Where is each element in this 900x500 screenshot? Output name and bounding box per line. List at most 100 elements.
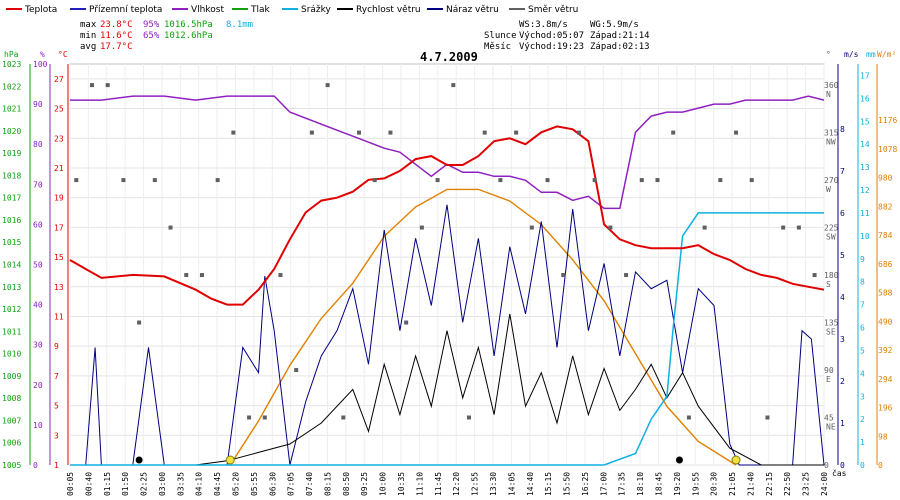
x-tick-label: 05:20 [232, 472, 241, 496]
legend-label-teplota: Teplota [24, 5, 57, 15]
wind-direction-point [498, 178, 503, 183]
x-tick-label: 14:40 [526, 472, 535, 496]
wind-direction-point [702, 225, 707, 230]
x-tick-label: 15:50 [563, 472, 572, 496]
stat-rain: 8.1mm [226, 20, 253, 30]
wind-direction-point [592, 178, 597, 183]
wind-direction-point [466, 415, 471, 420]
wind-direction-point [137, 320, 142, 325]
mm-tick-label: 4 [860, 369, 865, 378]
hpa-tick-label: 1016 [2, 216, 21, 225]
mm-tick-label: 9 [860, 255, 865, 264]
hpa-tick-label: 1006 [2, 439, 21, 448]
wm-tick-label: 686 [878, 260, 893, 269]
legend-label-srazky: Srážky [301, 5, 332, 15]
temp-tick-label: 13 [54, 283, 64, 292]
wind-direction-point [262, 415, 267, 420]
x-tick-label: 10:35 [397, 472, 406, 496]
x-tick-label: 12:55 [471, 472, 480, 496]
pct-tick-label: 90 [33, 100, 43, 109]
wind-direction-point [168, 225, 173, 230]
x-tick-label: 13:30 [489, 472, 498, 496]
pct-tick-label: 100 [33, 60, 48, 69]
temp-tick-label: 7 [54, 372, 59, 381]
wind-direction-point [576, 130, 581, 135]
dir-tick-label: 90 [824, 366, 834, 375]
temp-tick-label: 27 [54, 75, 64, 84]
mm-tick-label: 11 [860, 209, 870, 218]
wind-direction-point [482, 130, 487, 135]
wind-direction-point [231, 130, 236, 135]
dir-compass-label: E [826, 375, 831, 384]
hpa-tick-label: 1014 [2, 261, 21, 270]
pct-tick-label: 10 [33, 421, 43, 430]
legend-label-vlhkost: Vlhkost [191, 5, 224, 15]
x-tick-label: 14:05 [507, 472, 516, 496]
x-tick-label: 20:30 [710, 472, 719, 496]
dir-compass-label: SW [826, 233, 836, 242]
x-tick-label: 18:10 [636, 472, 645, 496]
x-tick-label: 07:05 [287, 472, 296, 496]
wind-direction-point [105, 83, 110, 88]
info-moonset: Západ:02:13 [590, 42, 650, 52]
temp-tick-label: 23 [54, 134, 64, 143]
wind-direction-point [215, 178, 220, 183]
wm-tick-label: 392 [878, 346, 893, 355]
dir-compass-label: S [826, 280, 831, 289]
wm-tick-label: 0 [878, 461, 883, 470]
wind-direction-point [545, 178, 550, 183]
x-tick-label: 03:00 [158, 472, 167, 496]
mm-tick-label: 3 [860, 392, 865, 401]
mm-tick-label: 0 [860, 461, 865, 470]
wind-direction-point [357, 130, 362, 135]
hpa-tick-label: 1010 [2, 350, 21, 359]
ms-tick-label: 6 [840, 209, 845, 218]
temp-tick-label: 11 [54, 312, 64, 321]
wm-tick-label: 784 [878, 231, 893, 240]
stat-max-temp: 23.8°C [100, 20, 133, 30]
series-rain-line [70, 212, 824, 466]
temp-tick-label: 19 [54, 194, 64, 203]
wm-tick-label: 588 [878, 289, 893, 298]
mm-tick-label: 15 [860, 117, 870, 126]
wind-direction-point [388, 130, 393, 135]
moonset-marker [135, 456, 143, 464]
stat-min-temp: 11.6°C [100, 31, 133, 41]
mm-unit-label: mm [866, 50, 876, 59]
pct-tick-label: 40 [33, 301, 43, 310]
x-tick-label: 22:50 [783, 472, 792, 496]
ms-tick-label: 8 [840, 125, 845, 134]
x-tick-label: 06:30 [268, 472, 277, 496]
dir-unit-label: ° [826, 50, 831, 59]
x-tick-label: 17:35 [618, 472, 627, 496]
dir-tick-label: 360 [824, 81, 839, 90]
info-moonrise: Východ:19:23 [519, 42, 584, 52]
sunset-marker [731, 455, 741, 465]
pct-unit-label: % [40, 50, 45, 59]
wind-direction-point [184, 273, 189, 278]
dir-tick-label: 135 [824, 319, 839, 328]
info-sunset: Západ:21:14 [590, 31, 650, 41]
x-tick-label: 02:25 [140, 472, 149, 496]
wind-direction-point [294, 368, 299, 373]
wind-direction-point [121, 178, 126, 183]
temp-unit-label: °C [58, 50, 68, 59]
chart-title: 4.7.2009 [420, 50, 478, 64]
mm-tick-label: 2 [860, 415, 865, 424]
hpa-tick-label: 1009 [2, 372, 21, 381]
x-tick-label: 09:25 [360, 472, 369, 496]
series-temperature-line [69, 125, 825, 306]
legend-label-tlak: Tlak [250, 5, 271, 15]
wm-tick-label: 490 [878, 317, 893, 326]
hpa-tick-label: 1012 [2, 305, 21, 314]
x-tick-label: 04:10 [195, 472, 204, 496]
dir-tick-label: 270 [824, 176, 839, 185]
x-axis: 00:05 00:40 01:15 01:50 02:25 03:00 03:35 04:10… [66, 472, 829, 496]
wind-direction-point [655, 178, 660, 183]
wm-tick-label: 98 [878, 432, 888, 441]
wind-direction-point [199, 273, 204, 278]
hpa-tick-label: 1017 [2, 194, 21, 203]
wind-direction-point [514, 130, 519, 135]
hpa-tick-label: 1007 [2, 416, 21, 425]
hpa-tick-label: 1005 [2, 461, 21, 470]
